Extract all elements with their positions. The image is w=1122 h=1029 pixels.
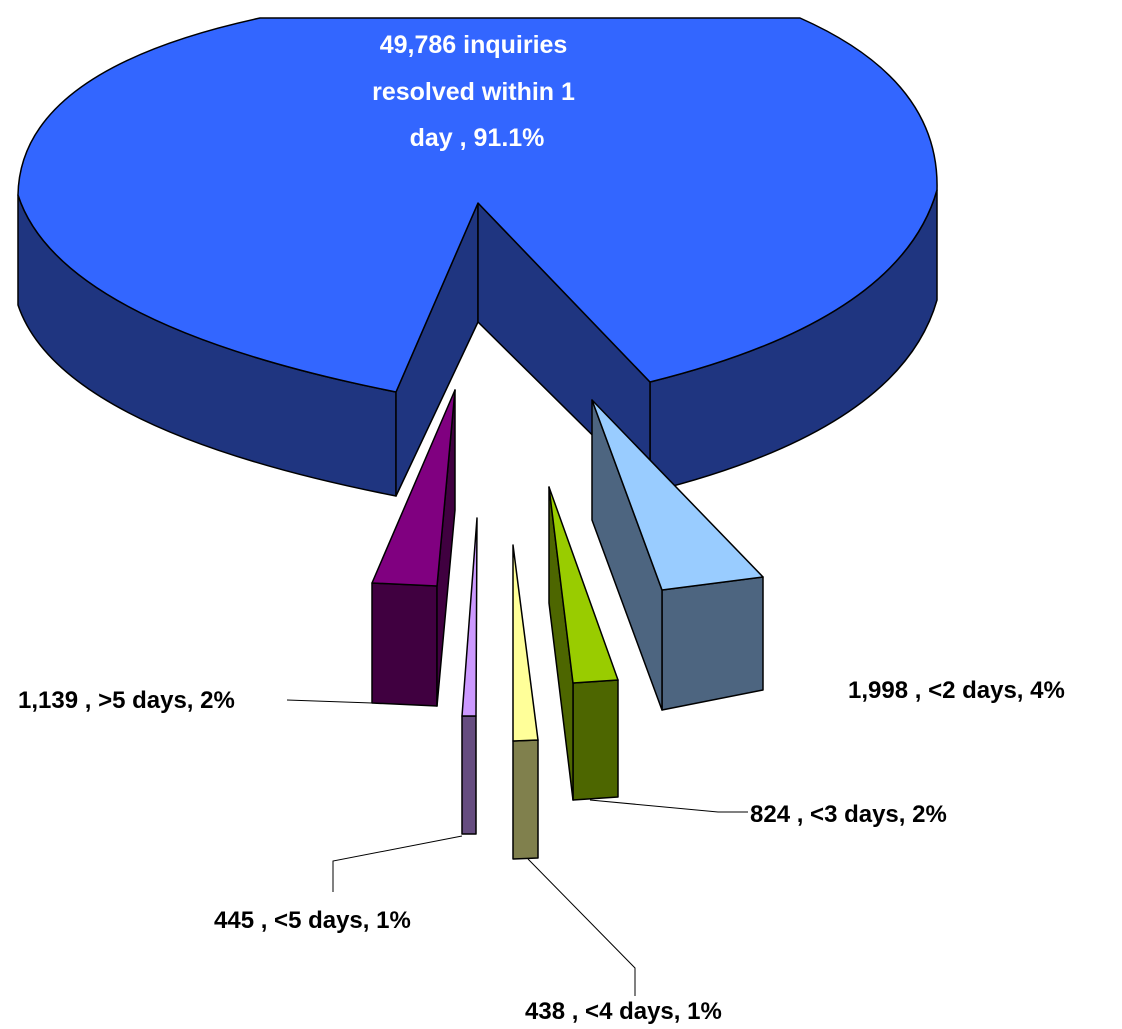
label-within-1-day-line-1: 49,786 inquiries xyxy=(380,31,568,59)
pie-slice-under-2-days xyxy=(591,399,764,711)
slice-over-5-days-side-front xyxy=(371,582,438,707)
pie-slice-under-5-days xyxy=(461,517,478,835)
label-over-5-days: 1,139 , >5 days, 2% xyxy=(18,687,235,714)
leader-line-under-5-days xyxy=(332,835,463,892)
pie-slice-under-4-days xyxy=(512,544,539,860)
leader-line-under-3-days xyxy=(589,799,748,813)
slice-under-2-days-top xyxy=(591,399,764,591)
slice-under-4-days-top xyxy=(512,544,539,742)
slice-under-5-days-top xyxy=(461,517,478,717)
pie-slice-over-5-days xyxy=(371,389,456,707)
slice-under-5-days-side-front xyxy=(461,715,477,835)
slice-under-2-days-side-front xyxy=(661,576,764,711)
label-within-1-day: 49,786 inquiries resolved within 1 day ,… xyxy=(372,31,582,152)
pie-slice-under-3-days xyxy=(548,486,619,801)
slice-under-3-days-side-front xyxy=(572,679,619,801)
slice-over-5-days-top xyxy=(371,389,456,587)
label-under-2-days: 1,998 , <2 days, 4% xyxy=(848,677,1065,704)
slice-under-3-days-top xyxy=(548,486,619,684)
label-within-1-day-line-3: day , 91.1% xyxy=(410,124,545,152)
label-within-1-day-line-2: resolved within 1 xyxy=(372,78,575,106)
slice-within-1-day-top xyxy=(17,17,938,393)
leader-line-under-4-days xyxy=(527,858,636,996)
label-under-4-days: 438 , <4 days, 1% xyxy=(525,998,722,1025)
leader-line-over-5-days xyxy=(286,699,373,704)
label-under-5-days: 445 , <5 days, 1% xyxy=(214,907,411,934)
label-under-3-days: 824 , <3 days, 2% xyxy=(750,801,947,828)
slice-under-4-days-side-front xyxy=(512,739,539,860)
